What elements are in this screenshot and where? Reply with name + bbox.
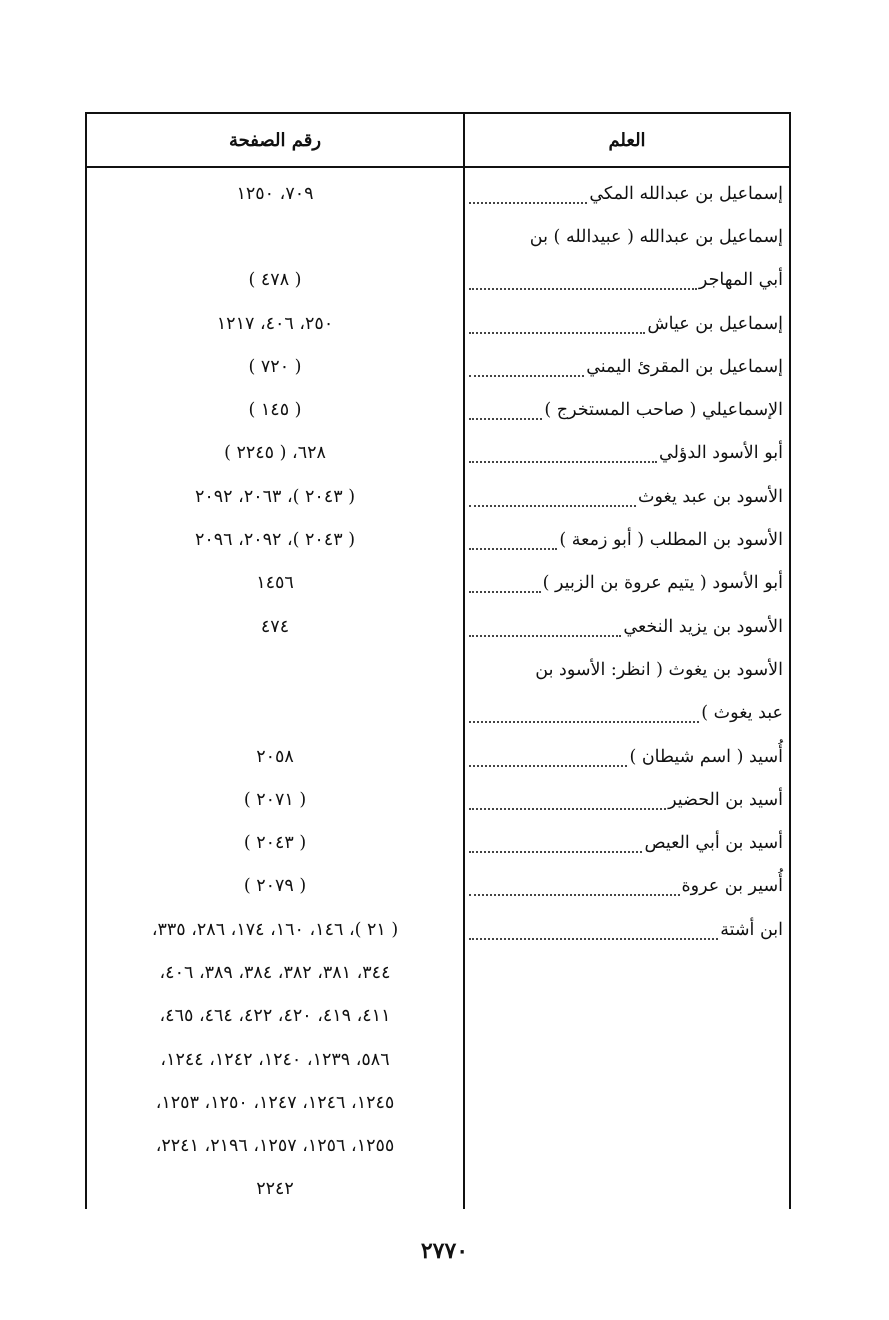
entry-pages: ٤٧٤ [260, 616, 290, 637]
page-number: ٢٧٧٠ [420, 1238, 469, 1264]
names-column: إسماعيل بن عبدالله المكي إسماعيل بن عبدال… [469, 172, 783, 1211]
entry-name: إسماعيل بن عبدالله المكي [589, 183, 783, 204]
entry-name-line: أسيد بن أبي العيص [469, 821, 783, 864]
entry-name-line [469, 1168, 783, 1211]
entry-name-line: الأسود بن يغوث ( انظر: الأسود بن [469, 648, 783, 691]
entry-pages: ٦٢٨، ( ٢٢٤٥ ) [224, 443, 326, 464]
entry-pages [87, 692, 463, 735]
entry-name: ابن أشتة [720, 919, 783, 940]
entry-pages: ( ١٤٥ ) [248, 400, 302, 421]
entry-pages: ( ٢١ )، ١٤٦، ١٦٠، ١٧٤، ٢٨٦، ٣٣٥، [151, 919, 399, 940]
entry-name-line [469, 1038, 783, 1081]
dot-leader [469, 807, 667, 810]
entry-name-line: إسماعيل بن عياش [469, 302, 783, 345]
entry-name: أُسير بن عروة [681, 876, 784, 897]
column-divider [463, 114, 465, 1209]
entry-name: أبو الأسود ( يتيم عروة بن الزبير ) [542, 573, 783, 594]
pages-column: ٧٠٩، ١٢٥٠ ( ٤٧٨ ) ٢٥٠، ٤٠٦، ١٢١٧ ( ٧٢٠ ) ( ١… [87, 172, 463, 1211]
entry-pages: ( ٤٧٨ ) [248, 270, 302, 291]
header-name-column: العلم [465, 114, 789, 168]
entry-name-line: الأسود بن المطلب ( أبو زمعة ) [469, 518, 783, 561]
entry-name-line: أبو الأسود ( يتيم عروة بن الزبير ) [469, 562, 783, 605]
index-table: العلم رقم الصفحة إسماعيل بن عبدالله المك… [85, 112, 791, 1209]
entry-pages: ٥٨٦، ١٢٣٩، ١٢٤٠، ١٢٤٢، ١٢٤٤، [160, 1049, 390, 1070]
dot-leader [469, 764, 628, 767]
entry-name-line [469, 995, 783, 1038]
dot-leader [469, 374, 585, 377]
entry-pages: ٧٠٩، ١٢٥٠ [236, 183, 314, 204]
entry-name-line: الأسود بن عبد يغوث [469, 475, 783, 518]
entry-name-line: ابن أشتة [469, 908, 783, 951]
entry-name: عبد يغوث ) [701, 703, 783, 724]
entry-name-line: أبي المهاجر [469, 259, 783, 302]
entry-name-line: الإسماعيلي ( صاحب المستخرج ) [469, 388, 783, 431]
entry-pages: ( ٢٠٤٣ )، ٢٠٦٣، ٢٠٩٢ [194, 486, 356, 507]
entry-pages: ( ٢٠٧١ ) [243, 789, 307, 810]
dot-leader [469, 851, 643, 854]
entry-name: أبي المهاجر [698, 270, 783, 291]
entry-name: إسماعيل بن عياش [647, 313, 783, 334]
entry-name-line [469, 951, 783, 994]
entry-name: الإسماعيلي ( صاحب المستخرج ) [544, 400, 783, 421]
entry-name-line: إسماعيل بن المقرئ اليمني [469, 345, 783, 388]
entry-pages: ( ٢٠٧٩ ) [243, 876, 307, 897]
entry-pages [87, 215, 463, 258]
entry-name-line: أُسيد ( اسم شيطان ) [469, 735, 783, 778]
dot-leader [469, 894, 680, 897]
entry-pages [87, 648, 463, 691]
entry-name: إسماعيل بن عبدالله ( عبيدالله ) بن [529, 226, 783, 247]
entry-pages: ٢٠٥٨ [256, 746, 294, 767]
dot-leader [469, 288, 697, 291]
dot-leader [469, 548, 558, 551]
entry-name: أُسيد ( اسم شيطان ) [629, 746, 783, 767]
entry-pages: ١٢٤٥، ١٢٤٦، ١٢٤٧، ١٢٥٠، ١٢٥٣، [155, 1092, 395, 1113]
header-pages-column: رقم الصفحة [87, 114, 463, 168]
dot-leader [469, 721, 700, 724]
entry-pages: ١٤٥٦ [256, 573, 294, 594]
entry-pages: ( ٢٠٤٣ )، ٢٠٩٢، ٢٠٩٦ [194, 530, 356, 551]
dot-leader [469, 201, 588, 204]
dot-leader [469, 418, 543, 421]
entry-name-line: أُسير بن عروة [469, 865, 783, 908]
entry-name-line: إسماعيل بن عبدالله ( عبيدالله ) بن [469, 215, 783, 258]
entry-name-line: أبو الأسود الدؤلي [469, 432, 783, 475]
entry-name: أسيد بن أبي العيص [644, 833, 783, 854]
entry-name-line: الأسود بن يزيد النخعي [469, 605, 783, 648]
entry-pages: ٢٢٤٢ [256, 1179, 294, 1200]
entry-name: الأسود بن عبد يغوث [638, 486, 783, 507]
entry-name: إسماعيل بن المقرئ اليمني [586, 356, 783, 377]
entry-pages: ( ٧٢٠ ) [248, 356, 302, 377]
entry-pages: ٤١١، ٤١٩، ٤٢٠، ٤٢٢، ٤٦٤، ٤٦٥، [159, 1006, 391, 1027]
entry-name: الأسود بن المطلب ( أبو زمعة ) [559, 530, 783, 551]
entry-name: أبو الأسود الدؤلي [659, 443, 783, 464]
dot-leader [469, 591, 541, 594]
dot-leader [469, 331, 646, 334]
dot-leader [469, 461, 657, 464]
entry-pages: ٢٥٠، ٤٠٦، ١٢١٧ [216, 313, 334, 334]
dot-leader [469, 634, 622, 637]
entry-pages: ٣٤٤، ٣٨١، ٣٨٢، ٣٨٤، ٣٨٩، ٤٠٦، [159, 962, 391, 983]
entry-name-line [469, 1125, 783, 1168]
dot-leader [469, 504, 637, 507]
entry-name-line: إسماعيل بن عبدالله المكي [469, 172, 783, 215]
dot-leader [469, 937, 719, 940]
entry-name: أسيد بن الحضير [668, 789, 783, 810]
entry-name-line [469, 1081, 783, 1124]
entry-name-line: أسيد بن الحضير [469, 778, 783, 821]
entry-name-line: عبد يغوث ) [469, 692, 783, 735]
entry-pages: ( ٢٠٤٣ ) [243, 833, 307, 854]
entry-pages: ١٢٥٥، ١٢٥٦، ١٢٥٧، ٢١٩٦، ٢٢٤١، [155, 1136, 395, 1157]
entry-name: الأسود بن يغوث ( انظر: الأسود بن [535, 659, 783, 680]
entry-name: الأسود بن يزيد النخعي [623, 616, 783, 637]
